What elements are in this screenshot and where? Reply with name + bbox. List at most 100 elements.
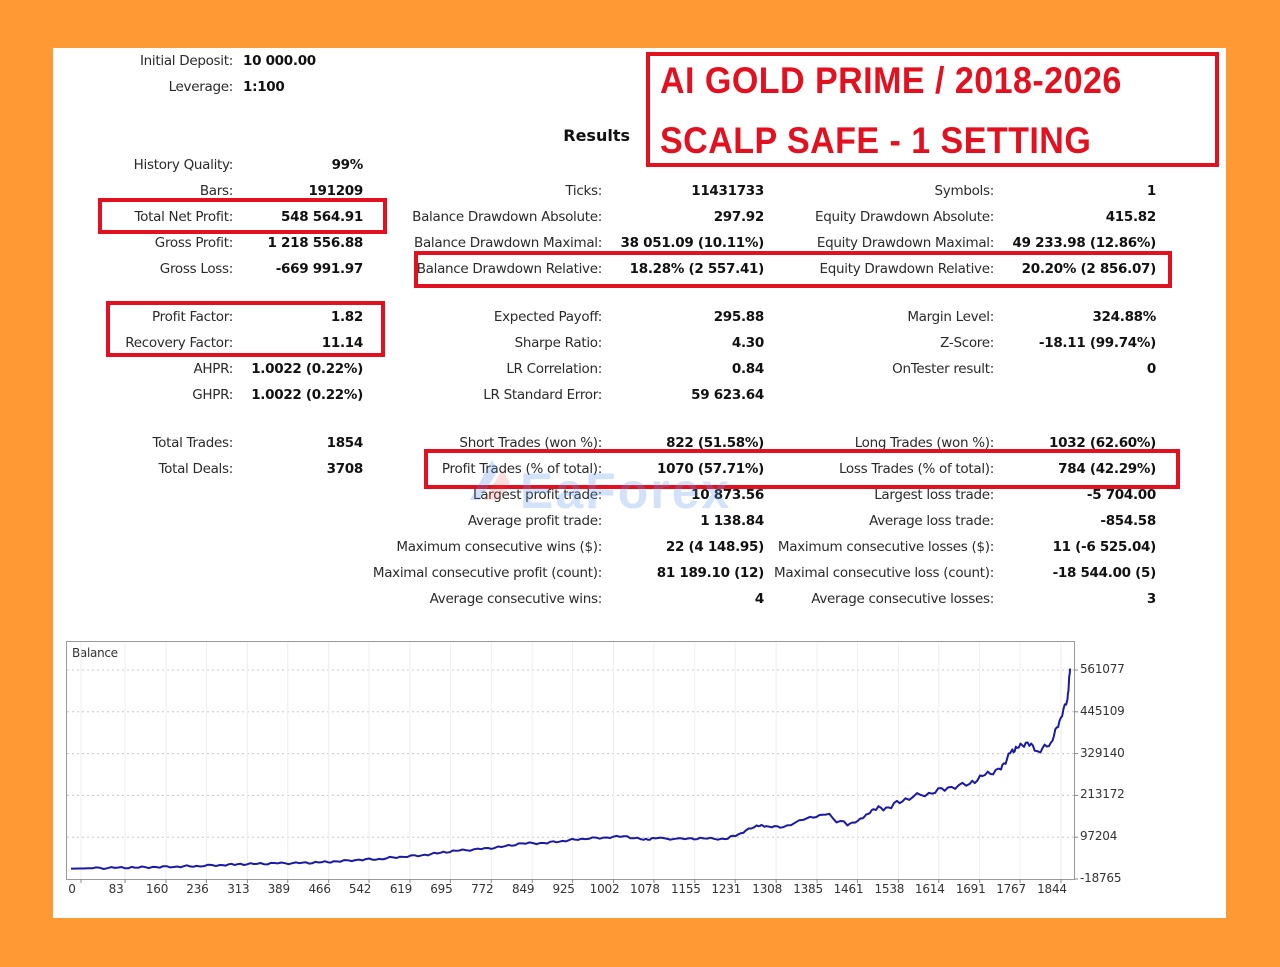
stat-value: 0 — [1146, 361, 1156, 377]
stat-row: Largest loss trade: -5 704.00 — [0, 486, 1280, 504]
stat-row: Balance Drawdown Maximal: 38 051.09 (10.1… — [0, 234, 1280, 252]
stat-row: Average loss trade: -854.58 — [0, 512, 1280, 530]
stat-row: Largest profit trade: 10 873.56 — [0, 486, 1280, 504]
initial-deposit-row: Initial Deposit: 10 000.00 — [60, 52, 320, 70]
x-tick-label: 1231 — [711, 882, 742, 896]
stat-label: Maximal consecutive loss (count): — [774, 565, 994, 581]
stat-row: Maximal consecutive loss (count): -18 544… — [0, 564, 1280, 582]
x-tick-label: 1614 — [914, 882, 945, 896]
stat-row: Equity Drawdown Relative: 20.20% (2 856.0… — [0, 260, 1280, 278]
title-line-2: SCALP SAFE - 1 SETTING — [660, 120, 1092, 161]
stat-row: Profit Trades (% of total): 1070 (57.71%) — [0, 460, 1280, 478]
stat-label: Equity Drawdown Relative: — [819, 261, 995, 277]
x-tick-label: 1538 — [874, 882, 905, 896]
x-tick-label: 313 — [227, 882, 250, 896]
stat-label: OnTester result: — [892, 361, 994, 377]
x-tick-label: 925 — [552, 882, 575, 896]
stat-label: Recovery Factor: — [125, 335, 233, 351]
stat-value: 11 (-6 525.04) — [1052, 539, 1157, 555]
stat-value: 81 189.10 (12) — [656, 565, 765, 581]
stat-value: 18.28% (2 557.41) — [629, 261, 765, 277]
stat-row: Balance Drawdown Absolute: 297.92 — [0, 208, 1280, 226]
stat-label: LR Standard Error: — [483, 387, 602, 403]
y-tick-label: 213172 — [1080, 787, 1125, 802]
initial-deposit-label: Initial Deposit: — [139, 53, 233, 69]
stat-row: Ticks: 11431733 — [0, 182, 1280, 200]
stat-row: Z-Score: -18.11 (99.74%) — [0, 334, 1280, 352]
title-line-1: AI GOLD PRIME / 2018-2026 — [660, 60, 1122, 101]
stat-row: Maximum consecutive wins ($): 22 (4 148.9… — [0, 538, 1280, 556]
stat-row: Profit Factor: 1.82 — [0, 308, 1280, 326]
x-tick-label: 1461 — [833, 882, 864, 896]
stat-row: Equity Drawdown Maximal: 49 233.98 (12.86… — [0, 234, 1280, 252]
stat-row: Recovery Factor: 11.14 — [0, 334, 1280, 352]
stat-label: Equity Drawdown Maximal: — [816, 235, 994, 251]
leverage-label: Leverage: — [168, 79, 234, 95]
stat-label: Maximal consecutive profit (count): — [372, 565, 602, 581]
stat-row: Average consecutive losses: 3 — [0, 590, 1280, 608]
stat-value: 1.0022 (0.22%) — [251, 361, 363, 377]
y-tick-label: 445109 — [1080, 703, 1125, 718]
stat-value: 1032 (62.60%) — [1049, 435, 1156, 451]
stat-label: Largest loss trade: — [874, 487, 994, 503]
stat-value: 22 (4 148.95) — [665, 539, 764, 555]
stat-label: LR Correlation: — [506, 361, 602, 377]
stat-row: Margin Level: 324.88% — [0, 308, 1280, 326]
stat-value: 38 051.09 (10.11%) — [620, 235, 765, 251]
highlight-drawdown-relative — [414, 251, 1172, 288]
stat-label: Total Trades: — [152, 435, 234, 451]
stat-row: Symbols: 1 — [0, 182, 1280, 200]
stat-row: Expected Payoff: 295.88 — [0, 308, 1280, 326]
stat-label: Average consecutive wins: — [429, 591, 603, 607]
x-tick-label: 83 — [108, 882, 124, 896]
leverage-value: 1:100 — [243, 79, 285, 95]
stat-value: 1854 — [326, 435, 364, 451]
stat-row: Total Net Profit: 548 564.91 — [0, 208, 1280, 226]
x-tick-label: 1078 — [630, 882, 660, 896]
stat-label: Ticks: — [565, 183, 602, 199]
stat-label: AHPR: — [193, 361, 233, 377]
stat-label: Equity Drawdown Absolute: — [814, 209, 994, 225]
title-banner: AI GOLD PRIME / 2018-2026 SCALP SAFE - 1… — [646, 52, 1219, 167]
stat-value: 1070 (57.71%) — [657, 461, 764, 477]
stat-value: -854.58 — [1100, 513, 1156, 529]
stat-label: Average loss trade: — [869, 513, 994, 529]
stat-value: 99% — [331, 157, 364, 173]
x-tick-label: 1385 — [793, 882, 823, 896]
stat-row: Balance Drawdown Relative: 18.28% (2 557.… — [0, 260, 1280, 278]
x-tick-label: 695 — [430, 882, 453, 896]
stat-row: Sharpe Ratio: 4.30 — [0, 334, 1280, 352]
x-tick-label: 1767 — [996, 882, 1026, 896]
stat-value: 548 564.91 — [281, 209, 363, 225]
stat-row: Long Trades (won %): 1032 (62.60%) — [0, 434, 1280, 452]
stat-value: -5 704.00 — [1086, 487, 1156, 503]
stat-value: 11431733 — [691, 183, 764, 199]
stat-row: Loss Trades (% of total): 784 (42.29%) — [0, 460, 1280, 478]
stat-row: Maximum consecutive losses ($): 11 (-6 52… — [0, 538, 1280, 556]
stat-label: Total Deals: — [158, 461, 233, 477]
highlight-profit-loss-trades — [424, 449, 1180, 489]
stat-label: GHPR: — [192, 387, 233, 403]
stat-row: Gross Profit: 1 218 556.88 — [0, 234, 1280, 252]
stat-row: Equity Drawdown Absolute: 415.82 — [0, 208, 1280, 226]
results-heading: Results — [563, 126, 630, 145]
stat-value: 4 — [754, 591, 764, 607]
stat-label: Z-Score: — [940, 335, 994, 351]
stat-value: 10 873.56 — [691, 487, 764, 503]
stat-value: 1.0022 (0.22%) — [251, 387, 363, 403]
stat-value: 11.14 — [321, 335, 364, 351]
stat-label: Bars: — [199, 183, 233, 199]
highlight-total-net-profit — [98, 198, 387, 234]
stat-row: History Quality: 99% — [0, 156, 1280, 174]
stat-value: 1.82 — [330, 309, 363, 325]
stat-row: Maximal consecutive profit (count): 81 18… — [0, 564, 1280, 582]
stat-value: -669 991.97 — [275, 261, 364, 277]
stat-value: 297.92 — [713, 209, 765, 225]
stat-label: Short Trades (won %): — [459, 435, 602, 451]
stat-value: 0.84 — [731, 361, 764, 377]
initial-deposit-value: 10 000.00 — [243, 53, 316, 69]
x-tick-label: 542 — [348, 882, 372, 896]
stat-label: Sharpe Ratio: — [514, 335, 603, 351]
x-tick-label: 1155 — [670, 882, 701, 896]
stat-row: LR Standard Error: 59 623.64 — [0, 386, 1280, 404]
